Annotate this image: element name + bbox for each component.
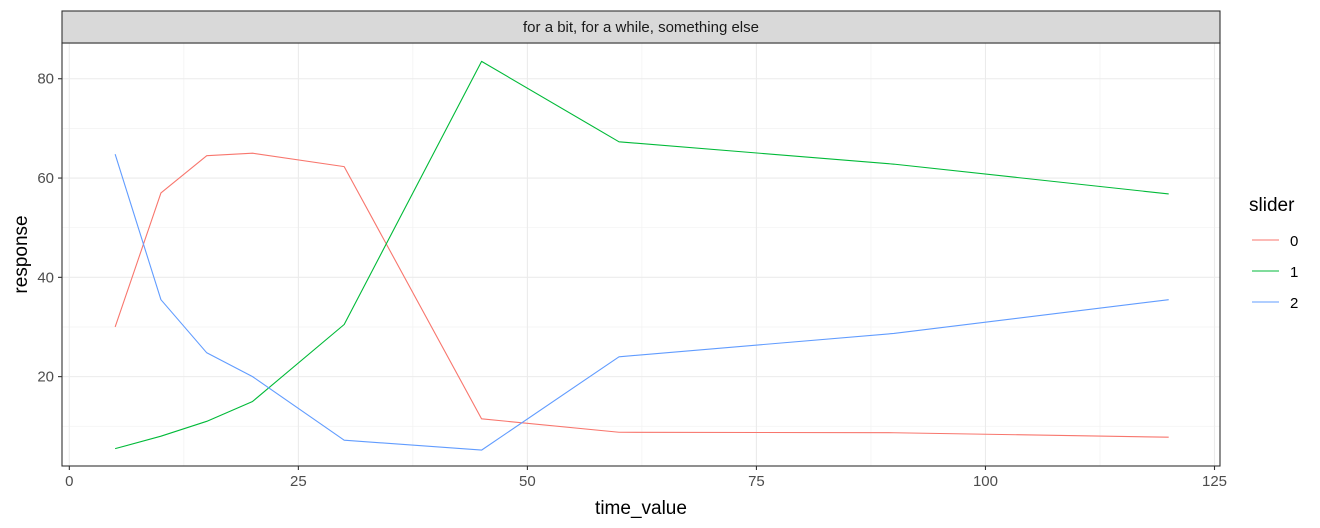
series-line-0 (114, 152, 1169, 438)
legend-title: slider (1249, 195, 1295, 216)
axes: 0 25 50 75 100 125 20 40 60 80 (37, 71, 1227, 490)
y-axis-title: response (11, 215, 32, 293)
y-tick-label: 40 (37, 269, 54, 286)
x-axis-title: time_value (595, 498, 687, 519)
grid-lines (62, 43, 1220, 466)
x-tick-label: 0 (65, 473, 73, 490)
y-tick-label: 60 (37, 170, 54, 187)
legend-label: 1 (1290, 264, 1298, 281)
legend-label: 2 (1290, 295, 1298, 312)
plot-panel (62, 43, 1220, 466)
series-line-1 (114, 60, 1169, 450)
series-lines (114, 60, 1169, 451)
series-line-2 (114, 154, 1169, 451)
x-tick-label: 50 (519, 473, 536, 490)
y-tick-label: 80 (37, 71, 54, 88)
facet-label: for a bit, for a while, something else (523, 19, 759, 36)
x-tick-label: 75 (748, 473, 765, 490)
x-tick-label: 125 (1202, 473, 1227, 490)
legend-label: 0 (1290, 233, 1298, 250)
y-tick-label: 20 (37, 369, 54, 386)
facet-strip-background (61, 10, 1221, 44)
legend: slider 0 1 2 (1249, 195, 1298, 312)
x-tick-label: 100 (973, 473, 998, 490)
facet-strip: for a bit, for a while, something else (61, 10, 1221, 44)
panel-background (62, 43, 1220, 466)
x-tick-label: 25 (290, 473, 307, 490)
